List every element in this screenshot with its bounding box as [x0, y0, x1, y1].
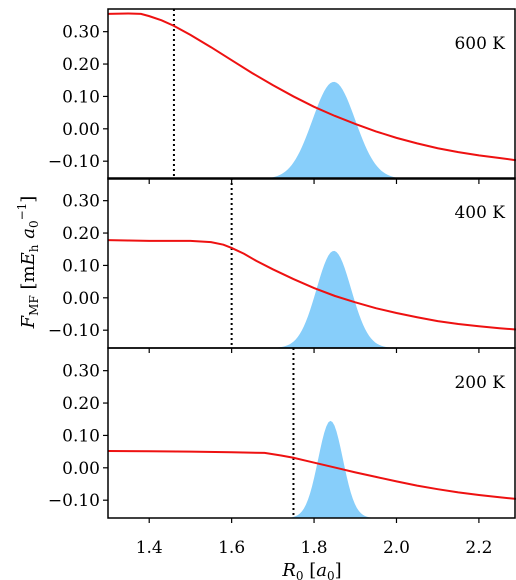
y-tick-label: 0.30: [62, 192, 100, 212]
panel-400k: 0.30 0.20 0.10 0.00 −0.10 400 K: [48, 177, 516, 353]
distribution-fill: [108, 250, 516, 348]
y-axis-label: FMF [mEh a0−1]: [15, 196, 41, 330]
x-tick-label: 1.8: [301, 538, 328, 558]
temperature-label: 600 K: [454, 34, 505, 54]
y-tick-label: −0.10: [48, 152, 100, 172]
y-tick-label: −0.10: [48, 491, 100, 511]
y-tick-label: 0.20: [62, 394, 100, 414]
panel-frame: [107, 8, 516, 180]
temperature-label: 400 K: [454, 203, 505, 223]
y-tick-label: 0.00: [62, 459, 100, 479]
temperature-label: 200 K: [454, 373, 505, 393]
panel-600k: 0.30 0.20 0.10 0.00 −0.10 600 K: [48, 8, 516, 184]
panel-frame: [107, 347, 516, 519]
x-tick-label: 1.6: [218, 538, 245, 558]
x-tick-label: 1.4: [136, 538, 163, 558]
x-axis-label: R0 [a0]: [281, 560, 341, 580]
series-curve: [108, 239, 516, 331]
y-tick-label: 0.00: [62, 289, 100, 309]
x-axis: 1.4 1.6 1.8 2.0 2.2: [136, 538, 493, 558]
y-tick-label: 0.10: [62, 256, 100, 276]
distribution-fill: [108, 81, 516, 179]
y-tick-label: 0.10: [62, 426, 100, 446]
y-tick-label: 0.00: [62, 120, 100, 140]
y-tick-label: 0.30: [62, 23, 100, 43]
distribution-fill: [108, 420, 516, 518]
y-tick-label: −0.10: [48, 321, 100, 341]
y-tick-label: 0.30: [62, 362, 100, 382]
y-tick-label: 0.10: [62, 87, 100, 107]
series-curve: [108, 449, 516, 500]
x-tick-label: 2.2: [465, 538, 492, 558]
series-curve: [108, 12, 516, 162]
x-tick-label: 2.0: [383, 538, 410, 558]
y-tick-label: 0.20: [62, 224, 100, 244]
panel-200k: 0.30 0.20 0.10 0.00 −0.10 200 K: [48, 347, 516, 523]
y-tick-label: 0.20: [62, 55, 100, 75]
